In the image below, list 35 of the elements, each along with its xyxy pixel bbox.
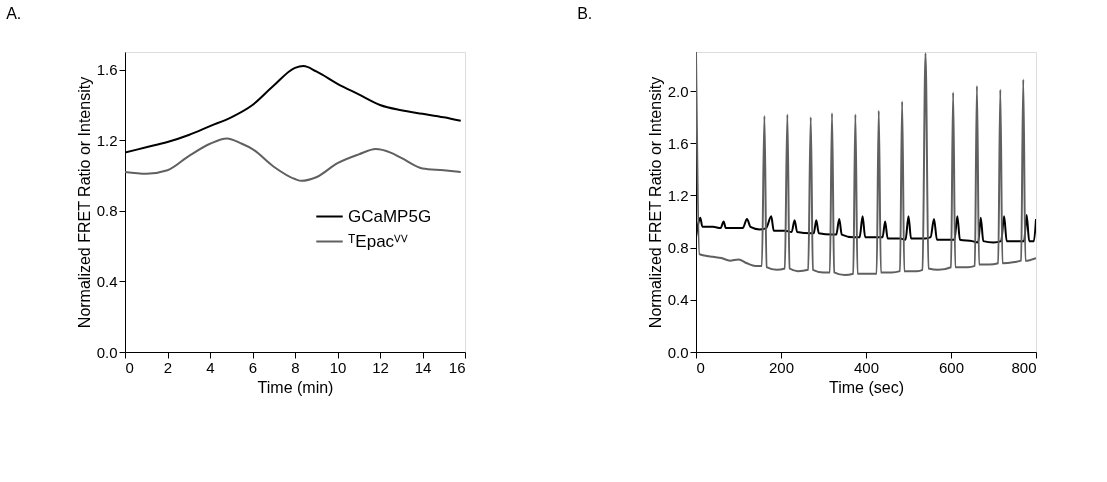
- line-series: [696, 52, 1036, 277]
- line-series: [125, 137, 462, 182]
- y-axis-title: Normalized FRET Ratio or Intensity: [646, 76, 664, 329]
- y-tick-label: 0.4: [667, 291, 689, 309]
- x-tick-label: 16: [448, 358, 466, 376]
- y-tick-label: 2.0: [667, 82, 689, 100]
- y-tick-label: 1.2: [667, 186, 689, 204]
- x-tick-label: 2: [163, 358, 173, 376]
- legend-label: GCaMP5G: [348, 206, 432, 226]
- x-tick-label: 14: [414, 358, 432, 376]
- y-tick-label: 0.8: [96, 202, 118, 220]
- y-tick-label: 0.4: [96, 272, 118, 290]
- x-tick-label: 600: [938, 358, 965, 376]
- x-tick-label: 200: [768, 358, 795, 376]
- y-tick-label: 1.2: [96, 131, 118, 149]
- x-tick-label: 400: [853, 358, 880, 376]
- x-tick-label: 0: [125, 358, 134, 376]
- x-axis-title: Time (sec): [829, 378, 904, 396]
- x-tick-label: 4: [206, 358, 215, 376]
- chart-title: B.: [577, 5, 593, 22]
- x-tick-label: 10: [329, 358, 347, 376]
- y-tick-label: 0.0: [96, 343, 118, 361]
- y-tick-label: 1.6: [667, 134, 689, 152]
- y-tick-label: 1.6: [96, 61, 118, 79]
- legend-label: ᵀEpacⱽⱽ: [348, 231, 409, 251]
- x-axis-title: Time (min): [257, 378, 334, 396]
- x-tick-label: 8: [291, 358, 300, 376]
- chart-title: A.: [6, 5, 22, 22]
- x-tick-label: 6: [248, 358, 258, 376]
- y-tick-label: 0.8: [667, 239, 689, 257]
- x-tick-label: 800: [1011, 358, 1037, 376]
- x-tick-label: 0: [696, 358, 705, 376]
- x-tick-label: 12: [372, 358, 389, 376]
- y-axis-title: Normalized FRET Ratio or Intensity: [75, 76, 93, 329]
- y-tick-label: 0.0: [667, 343, 689, 361]
